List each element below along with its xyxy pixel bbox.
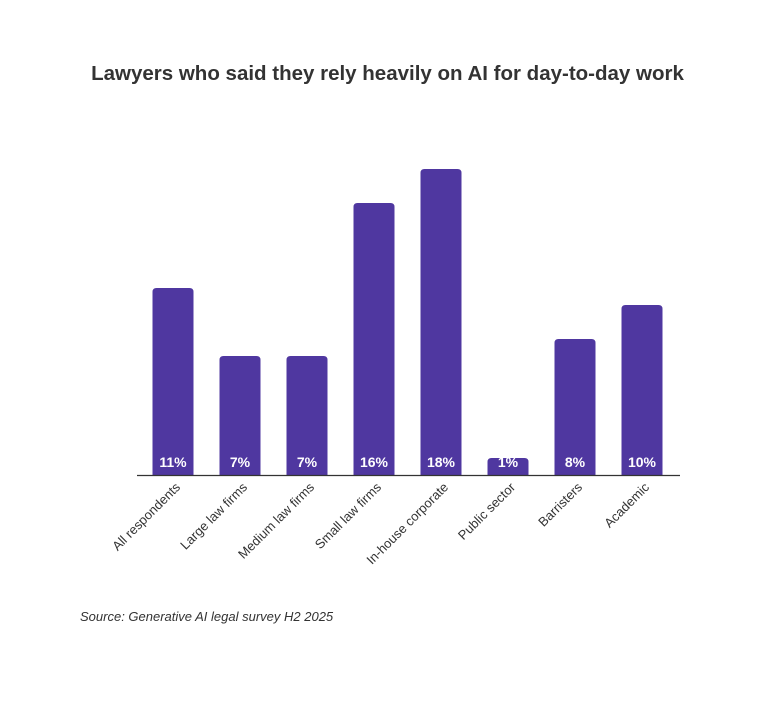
value-labels-layer: 11% 7% 7% 16% 18% 1% 8% 10% — [159, 454, 656, 470]
bar-6 — [554, 339, 596, 475]
value-label-6: 8% — [565, 454, 586, 470]
x-tick-label-3: Small law firms — [312, 479, 385, 552]
value-label-1: 7% — [230, 454, 251, 470]
bar-7 — [621, 305, 663, 475]
value-label-0: 11% — [159, 454, 187, 470]
value-label-7: 10% — [628, 454, 657, 470]
chart-title: Lawyers who said they rely heavily on AI… — [91, 62, 684, 85]
bars-layer — [152, 169, 663, 475]
value-label-4: 18% — [427, 454, 456, 470]
bar-0 — [152, 288, 194, 475]
x-tick-label-5: Public sector — [455, 479, 519, 543]
value-label-2: 7% — [297, 454, 318, 470]
x-tick-label-1: Large law firms — [177, 479, 250, 552]
bar-5 — [487, 458, 529, 475]
x-tick-label-6: Barristers — [535, 479, 585, 529]
bar-3 — [353, 203, 395, 475]
x-tick-label-7: Academic — [601, 479, 652, 530]
x-tick-label-0: All respondents — [109, 479, 183, 553]
value-label-3: 16% — [360, 454, 389, 470]
bar-1 — [219, 356, 261, 475]
source-note: Source: Generative AI legal survey H2 20… — [80, 609, 334, 624]
bar-2 — [286, 356, 328, 475]
value-label-5: 1% — [498, 454, 519, 470]
bar-4 — [420, 169, 462, 475]
